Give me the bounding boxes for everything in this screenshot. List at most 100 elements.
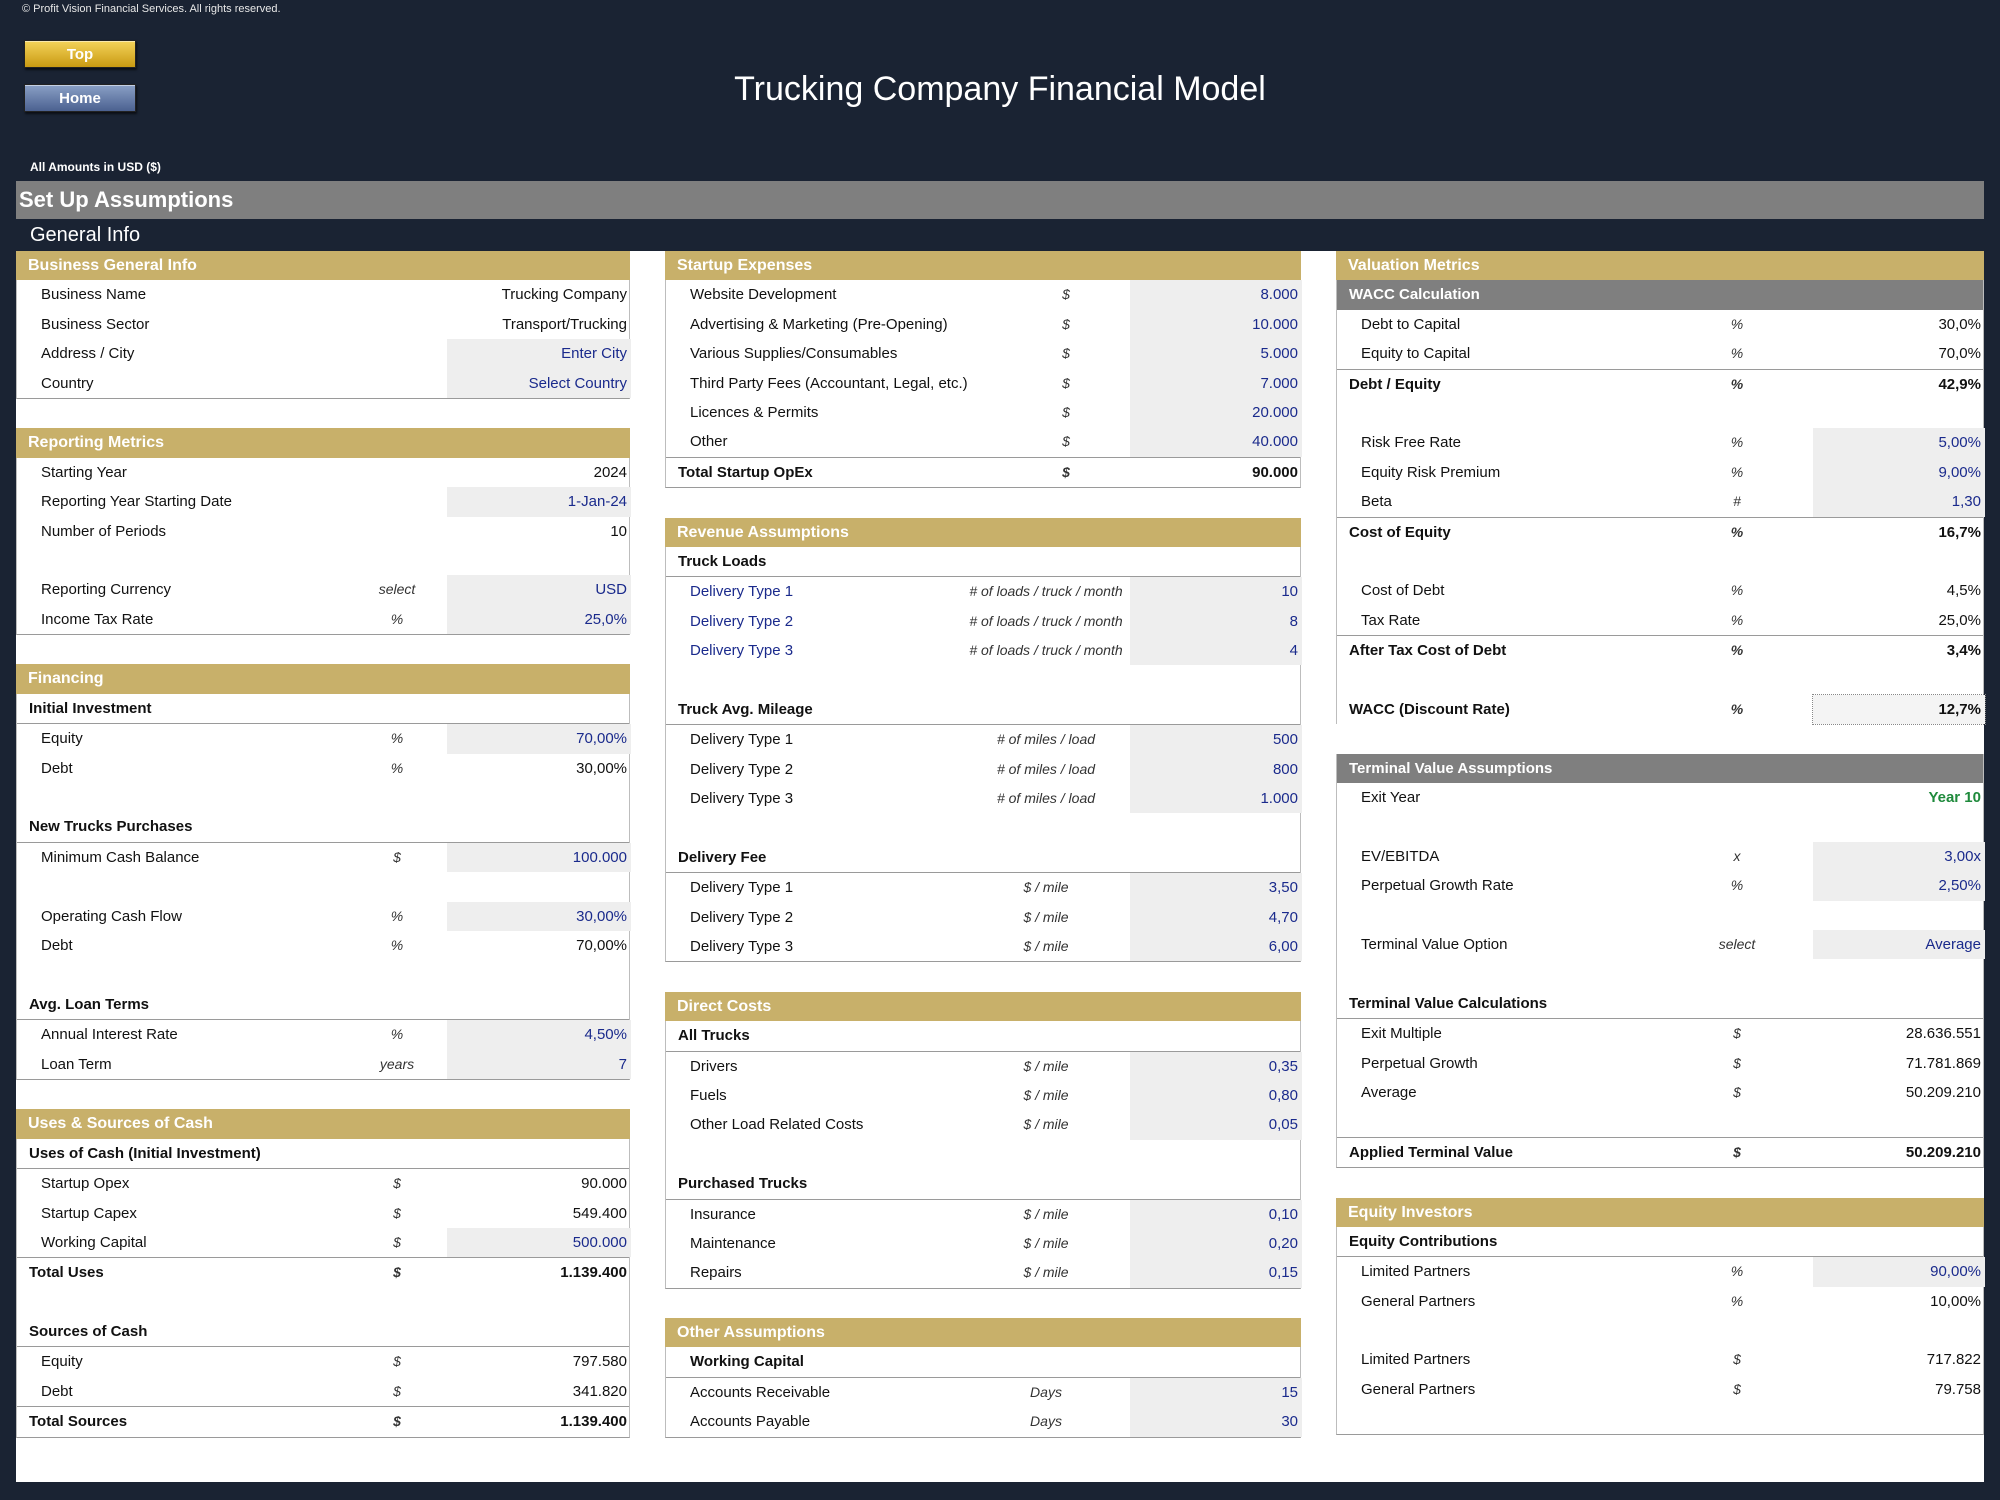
repairs-cost-input[interactable]: 0,15 bbox=[1130, 1258, 1302, 1288]
loads-type2-input[interactable]: 8 bbox=[1130, 606, 1302, 637]
currency-select[interactable]: USD bbox=[447, 575, 631, 605]
row-label: Limited Partners bbox=[1361, 1351, 1471, 1369]
spacer bbox=[1337, 959, 1983, 988]
fuel-cost-input[interactable]: 0,80 bbox=[1130, 1080, 1302, 1111]
country-select[interactable]: Select Country bbox=[447, 368, 631, 398]
working-capital-input[interactable]: 500.000 bbox=[447, 1227, 631, 1258]
table-row: General Partners% 10,00% bbox=[1337, 1287, 1983, 1316]
row-label: Equity to Capital bbox=[1361, 345, 1471, 363]
fee-type1-input[interactable]: 3,50 bbox=[1130, 873, 1302, 903]
unit-label: $ bbox=[1733, 1143, 1741, 1160]
working-capital-title: Working Capital bbox=[690, 1353, 804, 1371]
row-label: Cost of Equity bbox=[1349, 523, 1451, 541]
table-row: Delivery Type 1 # of miles / load 500 bbox=[666, 725, 1302, 755]
row-label: WACC (Discount Rate) bbox=[1349, 700, 1510, 718]
website-dev-input[interactable]: 8.000 bbox=[1130, 280, 1302, 310]
truck-loads-title: Truck Loads bbox=[678, 552, 767, 570]
city-input[interactable]: Enter City bbox=[447, 339, 631, 369]
table-row: Perpetual Growth $71.781.869 bbox=[1337, 1049, 1983, 1078]
row-label: Delivery Type 3 bbox=[690, 642, 794, 660]
debt-equity-value: 42,9% bbox=[1938, 375, 1981, 393]
unit-label: x bbox=[1733, 847, 1741, 864]
cost-of-equity-value: 16,7% bbox=[1938, 523, 1981, 541]
perpetual-growth-input[interactable]: 2,50% bbox=[1813, 871, 1985, 901]
table-row: Debt $341.820 bbox=[17, 1377, 629, 1408]
group-title: Equity Contributions bbox=[1337, 1227, 1983, 1258]
interest-rate-input[interactable]: 4,50% bbox=[447, 1020, 631, 1050]
loads-type1-input[interactable]: 10 bbox=[1130, 577, 1302, 607]
drivers-cost-input[interactable]: 0,35 bbox=[1130, 1051, 1302, 1081]
home-button[interactable]: Home bbox=[24, 84, 136, 112]
row-label: Working Capital bbox=[41, 1233, 147, 1251]
table-row: Delivery Type 2 # of loads / truck / mont… bbox=[666, 606, 1302, 637]
supplies-input[interactable]: 5.000 bbox=[1130, 339, 1302, 369]
other-startup-input[interactable]: 40.000 bbox=[1130, 427, 1302, 457]
fee-type2-input[interactable]: 4,70 bbox=[1130, 902, 1302, 932]
table-row: Business Name Trucking Company bbox=[17, 280, 629, 309]
loads-type3-input[interactable]: 4 bbox=[1130, 636, 1302, 666]
unit-label: $ bbox=[1733, 1054, 1741, 1071]
spacer bbox=[16, 635, 630, 664]
unit-label: # of miles / load bbox=[996, 731, 1096, 748]
row-label: Maintenance bbox=[690, 1234, 776, 1252]
beta-input[interactable]: 1,30 bbox=[1813, 487, 1985, 517]
total-row: Debt / Equity% 42,9% bbox=[1337, 370, 1983, 399]
initial-investment-title: Initial Investment bbox=[29, 699, 152, 717]
table-row: Advertising & Marketing (Pre-Opening) $10… bbox=[666, 309, 1302, 340]
tax-rate-input[interactable]: 25,0% bbox=[447, 604, 631, 635]
table-row: Delivery Type 1 # of loads / truck / mont… bbox=[666, 577, 1302, 607]
terminal-option-select[interactable]: Average bbox=[1813, 929, 1985, 960]
table-row: Startup Opex $90.000 bbox=[17, 1169, 629, 1198]
equity-pct-input[interactable]: 70,00% bbox=[447, 724, 631, 754]
unit-label: $ / mile bbox=[1023, 1057, 1069, 1074]
exit-year-value: Year 10 bbox=[1928, 789, 1981, 807]
mileage-type3-input[interactable]: 1.000 bbox=[1130, 784, 1302, 814]
table-row: Debt% 70,00% bbox=[17, 931, 629, 960]
unit-label: % bbox=[1730, 877, 1744, 894]
top-button[interactable]: Top bbox=[24, 40, 136, 68]
receivable-days-input[interactable]: 15 bbox=[1130, 1377, 1302, 1408]
table-row: Repairs $ / mile 0,15 bbox=[666, 1258, 1302, 1288]
unit-label: $ bbox=[393, 1413, 401, 1430]
sources-debt-value: 341.820 bbox=[572, 1382, 627, 1400]
third-party-fees-input[interactable]: 7.000 bbox=[1130, 368, 1302, 398]
start-date-input[interactable]: 1-Jan-24 bbox=[447, 487, 631, 517]
row-label: Debt bbox=[41, 1382, 73, 1400]
left-column: Business General Info Business Name Truck… bbox=[16, 251, 631, 1438]
unit-label: % bbox=[1730, 1263, 1744, 1280]
unit-label: $ bbox=[1062, 433, 1070, 450]
other-load-cost-input[interactable]: 0,05 bbox=[1130, 1110, 1302, 1140]
loan-term-input[interactable]: 7 bbox=[447, 1049, 631, 1079]
marketing-input[interactable]: 10.000 bbox=[1130, 309, 1302, 340]
terminal-value-table: Terminal Value Assumptions Exit Year Year… bbox=[1336, 753, 1985, 1169]
risk-free-rate-input[interactable]: 5,00% bbox=[1813, 428, 1985, 458]
uses-sources-header: Uses & Sources of Cash bbox=[16, 1109, 630, 1139]
all-trucks-title: All Trucks bbox=[678, 1027, 750, 1045]
payable-days-input[interactable]: 30 bbox=[1130, 1407, 1302, 1437]
table-row: Delivery Type 2 # of miles / load 800 bbox=[666, 754, 1302, 785]
unit-label: $ / mile bbox=[1023, 1086, 1069, 1103]
unit-label: % bbox=[390, 610, 404, 627]
unit-label: % bbox=[1730, 1292, 1744, 1309]
unit-label: $ bbox=[1733, 1351, 1741, 1368]
mileage-type2-input[interactable]: 800 bbox=[1130, 754, 1302, 785]
limited-partners-pct-input[interactable]: 90,00% bbox=[1813, 1257, 1985, 1287]
unit-label: $ / mile bbox=[1023, 937, 1069, 954]
ev-ebitda-input[interactable]: 3,00x bbox=[1813, 841, 1985, 872]
mileage-type1-input[interactable]: 500 bbox=[1130, 725, 1302, 755]
maintenance-cost-input[interactable]: 0,20 bbox=[1130, 1228, 1302, 1259]
insurance-cost-input[interactable]: 0,10 bbox=[1130, 1199, 1302, 1229]
unit-label: # of miles / load bbox=[996, 760, 1096, 777]
applied-terminal-value: 50.209.210 bbox=[1905, 1143, 1981, 1161]
table-row: Perpetual Growth Rate% 2,50% bbox=[1337, 871, 1985, 901]
fee-type3-input[interactable]: 6,00 bbox=[1130, 931, 1302, 962]
licences-input[interactable]: 20.000 bbox=[1130, 397, 1302, 428]
min-cash-input[interactable]: 100.000 bbox=[447, 842, 631, 873]
group-title: Truck Loads bbox=[666, 547, 1300, 578]
ocf-pct-input[interactable]: 30,00% bbox=[447, 901, 631, 931]
new-trucks-title: New Trucks Purchases bbox=[29, 818, 193, 836]
equity-risk-premium-input[interactable]: 9,00% bbox=[1813, 457, 1985, 488]
unit-label: % bbox=[1730, 700, 1744, 717]
unit-label: $ bbox=[1733, 1083, 1741, 1100]
spacer bbox=[17, 872, 629, 901]
